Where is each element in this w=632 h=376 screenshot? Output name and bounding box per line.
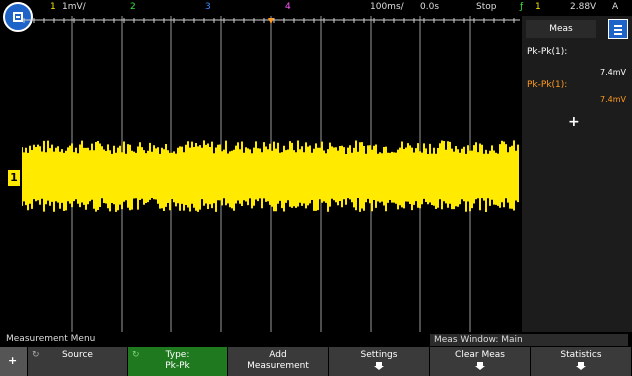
softkey-statistics[interactable]: Statistics xyxy=(531,347,632,376)
main-menu-button[interactable] xyxy=(3,2,33,32)
softkey-settings[interactable]: Settings xyxy=(329,347,430,376)
channel-1-scale[interactable]: 1mV/ xyxy=(62,2,86,12)
meas-window-indicator: Meas Window: Main xyxy=(430,334,628,346)
softkey-type-value: Pk-Pk xyxy=(165,361,190,371)
waveform-display[interactable] xyxy=(22,16,520,332)
softkey-add-label-2: Measurement xyxy=(247,361,309,371)
menu-icon xyxy=(13,12,23,22)
measurement-2-value: 7.4mV xyxy=(600,95,626,104)
softkey-menu-toggle[interactable]: + xyxy=(0,347,28,376)
softkey-type[interactable]: ↻ Type: Pk-Pk xyxy=(128,347,228,376)
delay-readout[interactable]: 0.0s xyxy=(420,2,440,12)
measurement-1-value: 7.4mV xyxy=(600,68,626,77)
softkey-clear-label: Clear Meas xyxy=(455,350,505,360)
channel-3-number[interactable]: 3 xyxy=(205,2,211,12)
softkey-bar: + ↻ Source ↻ Type: Pk-Pk Add Measurement… xyxy=(0,347,632,376)
channel-1-trace-core xyxy=(22,166,518,186)
channel-1-number[interactable]: 1 xyxy=(50,2,56,12)
acquire-indicator: A xyxy=(612,2,619,12)
softkey-source[interactable]: ↻ Source xyxy=(28,347,128,376)
meas-tab[interactable]: Meas xyxy=(526,20,596,38)
graticule xyxy=(22,16,520,332)
channel-4-number[interactable]: 4 xyxy=(285,2,291,12)
softkey-add-measurement[interactable]: Add Measurement xyxy=(228,347,329,376)
submenu-arrow-icon xyxy=(374,362,384,370)
refresh-icon: ↻ xyxy=(32,350,40,360)
softkey-clear-meas[interactable]: Clear Meas xyxy=(430,347,531,376)
softkey-statistics-label: Statistics xyxy=(560,350,602,360)
channel-2-number[interactable]: 2 xyxy=(130,2,136,12)
softkey-add-label: Add xyxy=(269,350,287,360)
trigger-position-marker xyxy=(268,18,274,24)
softkey-type-label: Type: xyxy=(165,350,190,360)
add-measurement-icon[interactable]: + xyxy=(568,114,580,130)
softkey-source-label: Source xyxy=(62,350,93,360)
measurement-panel: Meas Pk-Pk(1): 7.4mV Pk-Pk(1): 7.4mV + xyxy=(522,16,632,332)
submenu-arrow-icon xyxy=(475,362,485,370)
trigger-icon: ƒ xyxy=(520,2,524,12)
run-state[interactable]: Stop xyxy=(476,2,497,12)
meas-panel-menu-button[interactable] xyxy=(608,19,628,39)
trigger-channel[interactable]: 1 xyxy=(535,2,541,12)
refresh-icon: ↻ xyxy=(132,350,140,360)
submenu-arrow-icon xyxy=(576,362,586,370)
measurement-1-label[interactable]: Pk-Pk(1): xyxy=(527,47,568,57)
channel-1-ground-marker[interactable]: 1 xyxy=(8,170,20,186)
softkey-settings-label: Settings xyxy=(360,350,398,360)
status-bar: 1 1mV/ 2 3 4 100ms/ 0.0s Stop ƒ 1 2.88V … xyxy=(0,0,632,16)
menu-title: Measurement Menu xyxy=(6,334,96,344)
plus-icon: + xyxy=(8,354,18,367)
measurement-2-label[interactable]: Pk-Pk(1): xyxy=(527,80,568,90)
timebase-readout[interactable]: 100ms/ xyxy=(370,2,404,12)
trigger-level[interactable]: 2.88V xyxy=(570,2,597,12)
